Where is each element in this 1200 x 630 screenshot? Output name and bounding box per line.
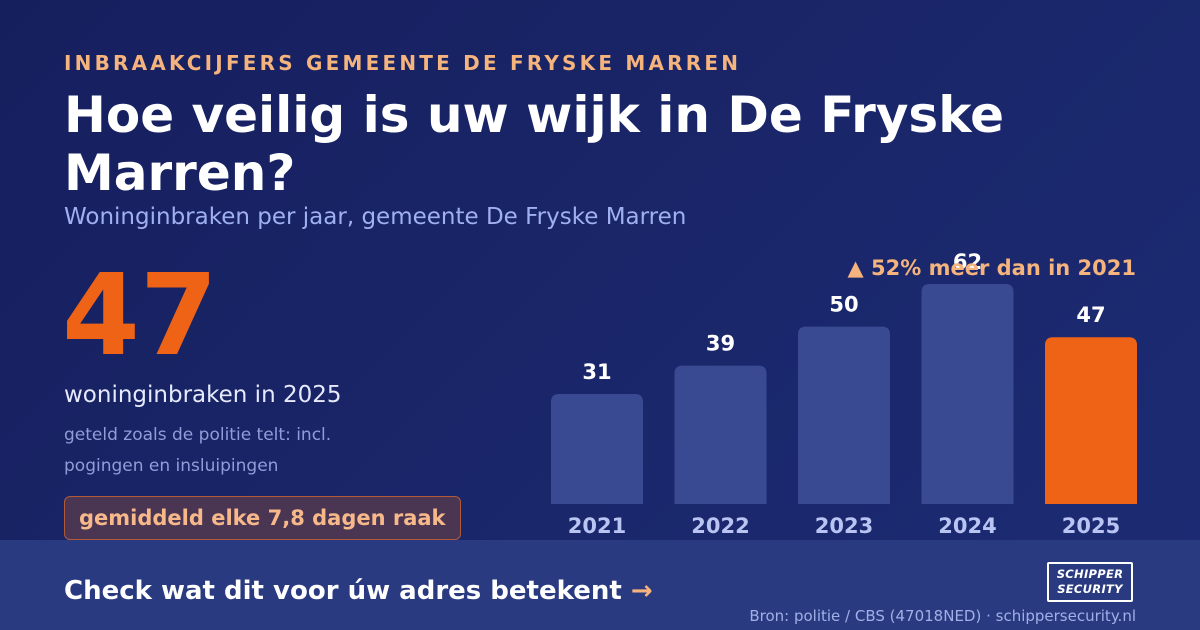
cta-link[interactable]: Check wat dit voor úw adres betekent → (64, 576, 653, 606)
page-title: Hoe veilig is uw wijk in De Fryske Marre… (64, 86, 1005, 202)
bar-value-label-2021: 31 (582, 360, 611, 384)
frequency-badge: gemiddeld elke 7,8 dagen raak (64, 496, 461, 540)
x-tick-label-2025: 2025 (1062, 514, 1120, 538)
increase-callout: ▲ 52% meer dan in 2021 (847, 256, 1136, 280)
bar-2024 (921, 284, 1014, 504)
logo-line-2: SECURITY (1057, 582, 1123, 596)
footer-bar: Check wat dit voor úw adres betekent → S… (0, 540, 1200, 630)
bar-value-label-2025: 47 (1076, 303, 1105, 327)
highlight-caption: woninginbraken in 2025 (64, 382, 342, 408)
bar-value-label-2023: 50 (829, 293, 858, 317)
x-tick-label-2022: 2022 (691, 514, 749, 538)
page-subtitle: Woninginbraken per jaar, gemeente De Fry… (64, 204, 687, 230)
bar-value-label-2024: 62 (953, 250, 982, 274)
bar-2025 (1045, 337, 1137, 504)
logo-line-1: SCHIPPER (1056, 567, 1124, 581)
x-tick-label-2023: 2023 (815, 514, 873, 538)
highlight-note: geteld zoals de politie telt: incl. pogi… (64, 425, 332, 476)
arrow-right-icon: → (630, 576, 653, 606)
eyebrow-label: INBRAAKCIJFERS GEMEENTE DE FRYSKE MARREN (64, 51, 742, 75)
schipper-security-logo: SCHIPPER SECURITY (1047, 562, 1133, 602)
bar-chart: 31 2021 39 2022 50 2023 62 2024 47 2025 (540, 250, 1150, 540)
bar-2023 (798, 326, 890, 504)
bar-2022 (674, 365, 767, 504)
x-tick-label-2021: 2021 (568, 514, 626, 538)
highlight-number: 47 (62, 251, 218, 381)
x-tick-label-2024: 2024 (938, 514, 996, 538)
bar-2021 (551, 394, 643, 504)
source-note: Bron: politie / CBS (47018NED) · schippe… (749, 607, 1136, 625)
bar-chart-svg: 31 2021 39 2022 50 2023 62 2024 47 2025 (551, 250, 1137, 538)
cta-text: Check wat dit voor úw adres betekent (64, 576, 622, 606)
bar-value-label-2022: 39 (706, 332, 735, 356)
